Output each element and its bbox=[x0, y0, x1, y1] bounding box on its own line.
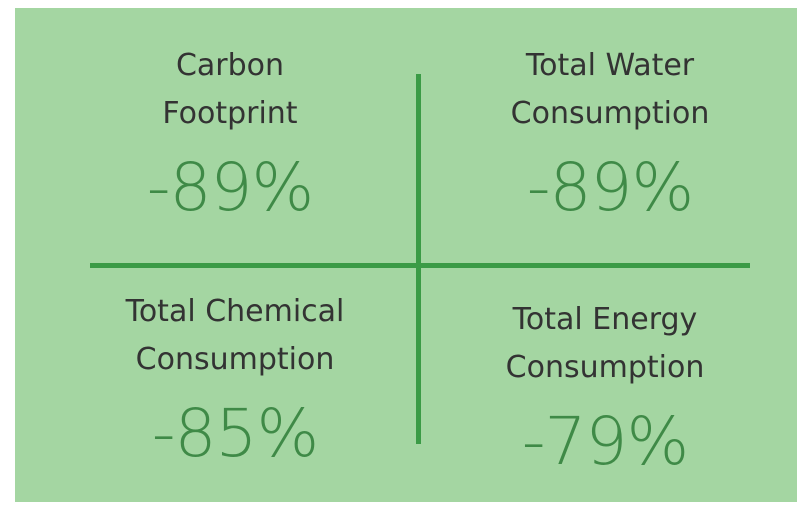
quadrant: Total Energy Consumption -79% bbox=[425, 296, 785, 482]
quadrant: Total Water Consumption -89% bbox=[430, 42, 790, 228]
label: Total Energy bbox=[512, 302, 698, 337]
panel: Carbon Footprint -89% Total Water Consum… bbox=[15, 8, 797, 502]
label: Total Chemical bbox=[125, 294, 345, 329]
label: Consumption bbox=[135, 342, 335, 377]
label: Total Water bbox=[525, 48, 695, 83]
value: -89% bbox=[526, 149, 695, 226]
value: -79% bbox=[521, 403, 690, 480]
label: Footprint bbox=[162, 96, 298, 131]
quadrant: Total Chemical Consumption -85% bbox=[55, 288, 415, 474]
label: Carbon bbox=[175, 48, 285, 83]
divider-horizontal bbox=[90, 263, 750, 268]
quadrant: Carbon Footprint -89% bbox=[50, 42, 410, 228]
label: Consumption bbox=[505, 350, 705, 385]
divider-vertical bbox=[416, 74, 421, 444]
value: -89% bbox=[146, 149, 315, 226]
label: Consumption bbox=[510, 96, 710, 131]
value: -85% bbox=[151, 395, 320, 472]
